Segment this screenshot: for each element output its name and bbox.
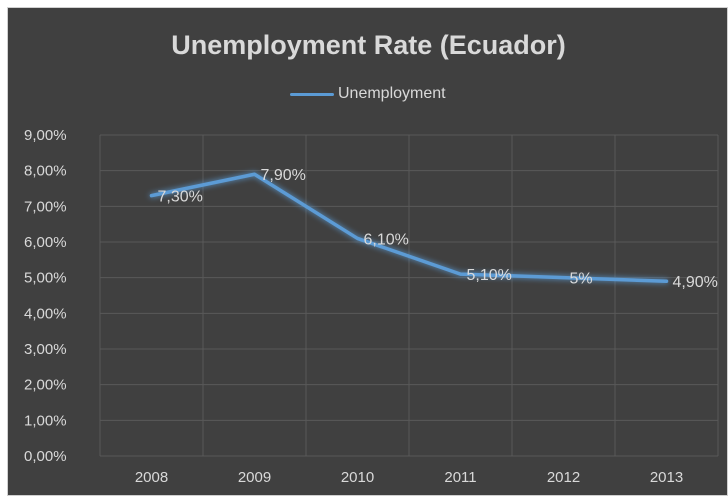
x-tick-label: 2009 xyxy=(238,469,271,486)
data-point xyxy=(562,276,565,280)
chart-title: Unemployment Rate (Ecuador) xyxy=(171,30,566,60)
y-tick-label: 1,00% xyxy=(24,412,67,429)
y-tick-label: 3,00% xyxy=(24,341,67,358)
x-axis: 2008 2009 2010 2011 2012 2013 xyxy=(135,469,683,486)
y-tick-label: 8,00% xyxy=(24,163,67,180)
data-label: 6,10% xyxy=(364,231,409,248)
data-point xyxy=(150,194,153,198)
data-point xyxy=(356,236,359,240)
data-point xyxy=(459,272,462,276)
data-label: 5,10% xyxy=(467,267,512,284)
gridlines xyxy=(99,134,719,457)
series-line xyxy=(149,172,669,283)
legend-label: Unemployment xyxy=(338,85,446,102)
x-tick-label: 2012 xyxy=(547,469,580,486)
y-tick-label: 0,00% xyxy=(24,448,67,465)
x-tick-label: 2011 xyxy=(444,469,476,486)
y-tick-label: 4,00% xyxy=(24,305,67,322)
data-label: 7,30% xyxy=(158,189,203,206)
y-axis: 0,00% 1,00% 2,00% 3,00% 4,00% 5,00% 6,00% 7,00%… xyxy=(24,127,67,465)
data-label: 5% xyxy=(570,271,593,288)
y-tick-label: 2,00% xyxy=(24,377,67,394)
y-tick-label: 5,00% xyxy=(24,270,67,287)
y-tick-label: 6,00% xyxy=(24,234,67,251)
series-unemployment xyxy=(149,172,669,283)
data-point xyxy=(665,279,668,283)
y-tick-label: 9,00% xyxy=(24,127,67,144)
legend-swatch xyxy=(290,92,334,96)
x-tick-label: 2008 xyxy=(135,469,168,486)
legend: Unemployment xyxy=(290,85,446,103)
x-tick-label: 2013 xyxy=(650,469,683,486)
y-tick-label: 7,00% xyxy=(24,198,67,215)
data-labels: 7,30% 7,90% 6,10% 5,10% 5% 4,90% xyxy=(158,167,718,291)
chart-area: Unemployment Rate (Ecuador) Unemployment xyxy=(7,7,728,496)
x-tick-label: 2010 xyxy=(341,469,374,486)
data-label: 7,90% xyxy=(261,167,306,184)
data-label: 4,90% xyxy=(673,274,718,291)
data-point xyxy=(253,172,256,176)
